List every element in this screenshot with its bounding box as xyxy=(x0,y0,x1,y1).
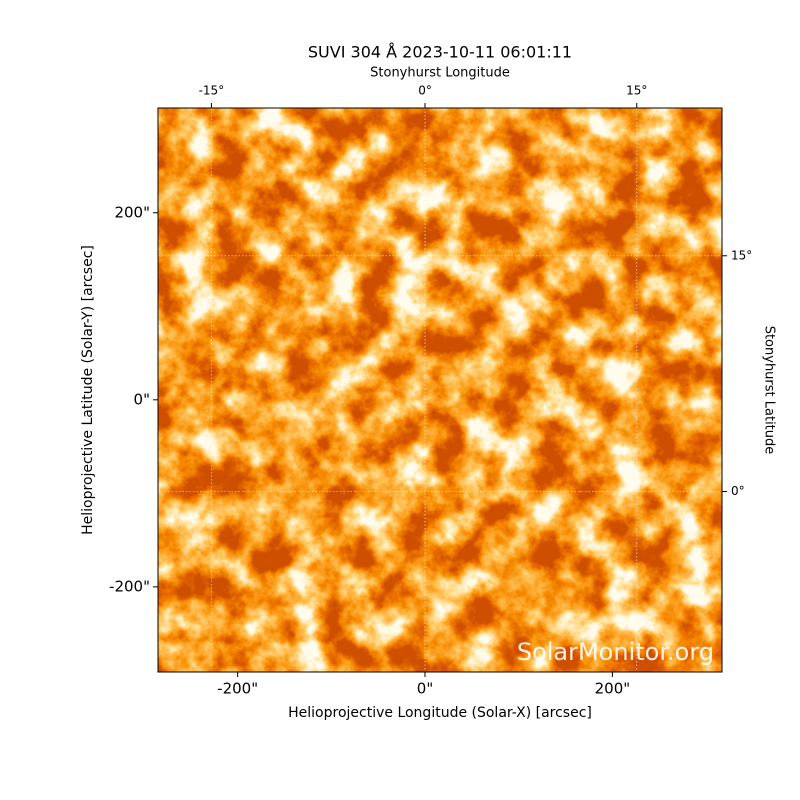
title: SUVI 304 Å 2023-10-11 06:01:11 xyxy=(308,43,572,62)
solar-image xyxy=(158,108,722,672)
x2-label: Stonyhurst Longitude xyxy=(370,66,510,81)
y2-tick-label: 0° xyxy=(731,484,745,498)
x2-tick-label: 15° xyxy=(626,84,647,98)
x-tick-label: 0" xyxy=(417,680,433,698)
y-label: Helioprojective Latitude (Solar-Y) [arcs… xyxy=(80,245,96,535)
frame xyxy=(157,107,723,673)
y-tick-label: 0" xyxy=(134,390,150,408)
y-tick-label: -200" xyxy=(109,577,150,595)
plot-area xyxy=(158,108,722,672)
x2-tick-label: -15° xyxy=(199,84,225,98)
x-tick-label: 200" xyxy=(595,680,631,698)
y2-tick-label: 15° xyxy=(731,248,752,262)
y-tick-label: 200" xyxy=(114,203,150,221)
x-tick-label: -200" xyxy=(217,680,258,698)
watermark: SolarMonitor.org xyxy=(517,638,714,666)
y2-label: Stonyhurst Latitude xyxy=(762,326,777,455)
x2-tick-label: 0° xyxy=(418,84,432,98)
x-label: Helioprojective Longitude (Solar-X) [arc… xyxy=(288,705,592,721)
